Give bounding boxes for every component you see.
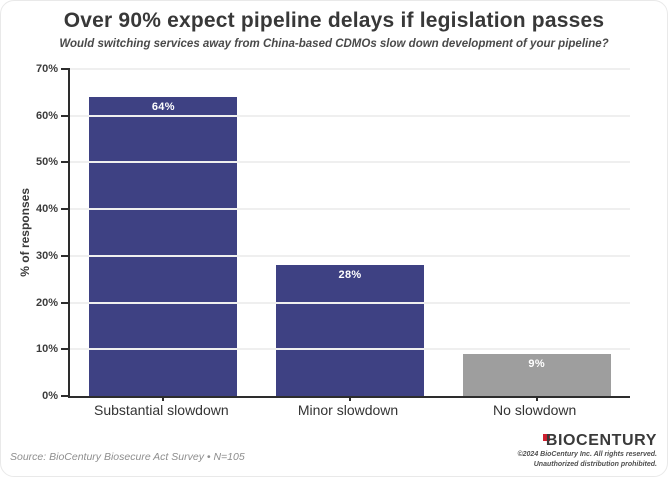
bar-slot: 64% <box>70 69 257 396</box>
y-tick-mark <box>61 68 70 70</box>
gridline <box>70 114 630 117</box>
y-tick-mark <box>61 254 70 257</box>
y-tick-label: 40% <box>35 203 58 216</box>
y-tick-label: 20% <box>35 296 58 309</box>
gridline <box>70 301 630 304</box>
bar-slot: 9% <box>443 69 630 396</box>
y-tick-label: 0% <box>42 390 58 402</box>
chart-title: Over 90% expect pipeline delays if legis… <box>63 9 605 32</box>
x-tick-mark <box>162 396 165 401</box>
bar-value-label: 28% <box>338 269 362 282</box>
biocentury-logo: BIOCENTURY <box>542 432 657 450</box>
chart-subtitle: Would switching services away from China… <box>59 38 609 50</box>
y-tick-mark <box>61 348 70 351</box>
y-tick-label: 10% <box>35 343 58 356</box>
bar-minor-slowdown: 28% <box>276 265 424 396</box>
y-tick-mark <box>61 114 70 117</box>
bar-value-label: 64% <box>151 101 175 114</box>
y-tick-mark <box>61 301 70 304</box>
x-tick-mark <box>535 396 538 401</box>
copyright-line-1: ©2024 BioCentury Inc. All rights reserve… <box>517 451 657 459</box>
y-tick-mark <box>61 208 70 211</box>
source-note: Source: BioCentury Biosecure Act Survey … <box>10 451 245 463</box>
y-tick-label: 30% <box>35 249 58 262</box>
y-tick-label: 70% <box>35 63 58 75</box>
copyright-line-2: Unauthorized distribution prohibited. <box>533 461 657 469</box>
copyright-text: ©2024 BioCentury Inc. All rights reserve… <box>517 450 657 470</box>
bars-row: 64% 28% 9% <box>70 69 630 396</box>
gridline <box>70 161 630 164</box>
x-axis-label-no-slowdown: No slowdown <box>493 402 577 418</box>
logo-red-square-icon <box>542 434 550 442</box>
bar-substantial-slowdown: 64% <box>89 97 238 396</box>
x-axis-label-substantial-slowdown: Substantial slowdown <box>94 402 229 418</box>
y-tick-mark <box>61 161 70 164</box>
logo-text: BIOCENTURY <box>545 432 657 450</box>
plot-area: 64% 28% 9% 0% 10% 20% 30% 40% 50% 60% 70% <box>36 63 630 402</box>
bar-no-slowdown: 9% <box>462 353 611 396</box>
x-axis-labels: Substantial slowdown Minor slowdown No slo… <box>68 402 628 418</box>
logo-block: BIOCENTURY ©2024 BioCentury Inc. All rig… <box>517 432 657 470</box>
gridline <box>70 348 630 351</box>
y-tick-label: 60% <box>35 109 58 122</box>
gridline <box>70 208 630 211</box>
gridline <box>70 254 630 257</box>
gridline <box>70 68 630 70</box>
bar-slot: 28% <box>257 69 444 396</box>
x-axis-label-minor-slowdown: Minor slowdown <box>297 402 399 418</box>
bar-value-label: 9% <box>528 357 545 370</box>
y-tick-mark <box>61 395 70 397</box>
y-tick-label: 50% <box>35 156 58 169</box>
x-tick-mark <box>349 396 351 401</box>
